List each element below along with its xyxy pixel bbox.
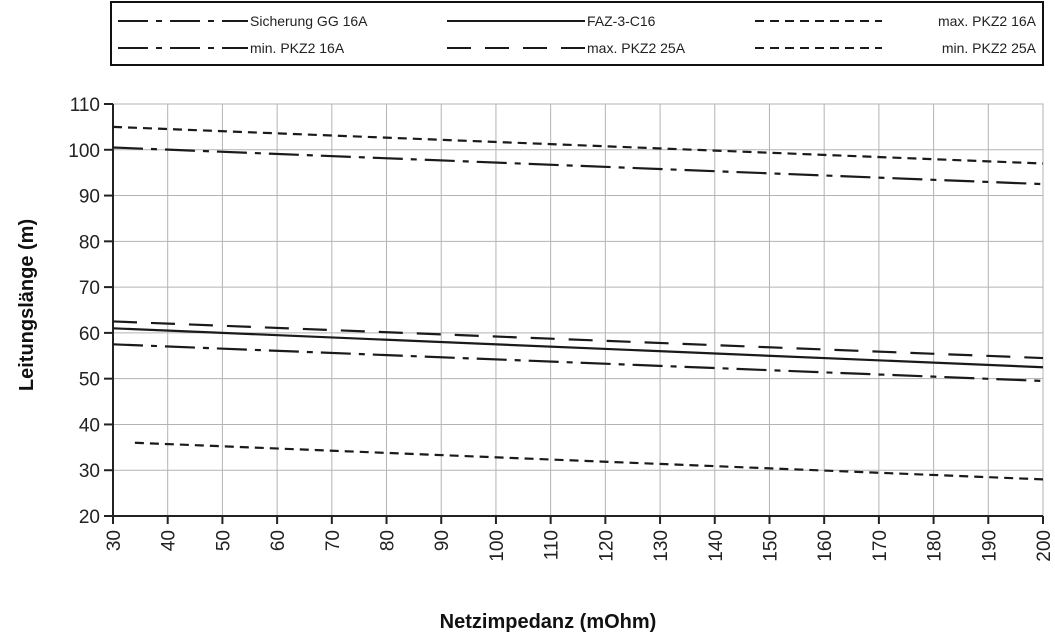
y-tick-label: 60 (79, 324, 100, 345)
legend-label: FAZ-3-C16 (587, 13, 656, 29)
legend-label: min. PKZ2 25A (942, 40, 1037, 56)
y-tick-label: 40 (79, 415, 100, 436)
series-line (112, 320, 1044, 360)
x-axis-title: Netzimpedanz (mOhm) (440, 611, 657, 633)
x-tick-label: 140 (706, 530, 727, 562)
plot-frame (112, 103, 1044, 517)
y-tick-label: 80 (79, 232, 100, 253)
x-tick-label: 150 (760, 530, 781, 562)
y-tick-label: 50 (79, 370, 100, 391)
series-layer (112, 125, 1044, 481)
legend-label: max. PKZ2 16A (938, 13, 1037, 29)
legend-label: Sicherung GG 16A (250, 13, 368, 29)
x-tick-label: 80 (378, 530, 399, 551)
y-tick-label: 20 (79, 507, 100, 528)
y-axis-title: Leitungslänge (m) (16, 219, 38, 391)
x-tick-label: 180 (925, 530, 946, 562)
x-tick-label: 90 (432, 530, 453, 551)
y-tick-label: 110 (70, 95, 100, 116)
x-tick-label: 170 (870, 530, 891, 562)
series-line (112, 327, 1044, 369)
x-tick-label: 120 (596, 530, 617, 562)
legend: Sicherung GG 16A FAZ-3-C16 max. PKZ2 16A mi… (110, 1, 1044, 66)
x-tick-label: 160 (815, 530, 836, 562)
y-tick-label: 30 (79, 461, 100, 482)
series-line (134, 441, 1044, 481)
x-tick-label: 40 (159, 530, 180, 551)
legend-box (110, 1, 1044, 66)
x-tick-label: 110 (542, 530, 563, 560)
y-tick-label: 100 (68, 141, 100, 162)
x-tick-label: 30 (104, 530, 125, 551)
series-line (112, 125, 1044, 165)
x-tick-label: 190 (979, 530, 1000, 562)
plot-area (112, 103, 1044, 517)
legend-label: min. PKZ2 16A (250, 40, 345, 56)
x-tick-label: 50 (213, 530, 234, 551)
y-tick-label: 70 (79, 278, 100, 299)
x-tick-label: 200 (1034, 530, 1055, 562)
y-tick-label: 90 (79, 187, 100, 208)
legend-label: max. PKZ2 25A (587, 40, 686, 56)
x-tick-label: 100 (487, 530, 508, 562)
x-tick-label: 70 (323, 530, 344, 551)
x-tick-label: 60 (268, 530, 289, 551)
x-tick-label: 130 (651, 530, 672, 562)
